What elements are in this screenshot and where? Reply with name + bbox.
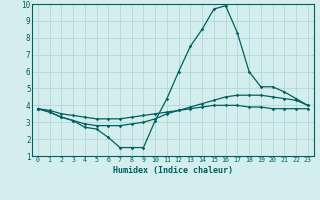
- X-axis label: Humidex (Indice chaleur): Humidex (Indice chaleur): [113, 166, 233, 175]
